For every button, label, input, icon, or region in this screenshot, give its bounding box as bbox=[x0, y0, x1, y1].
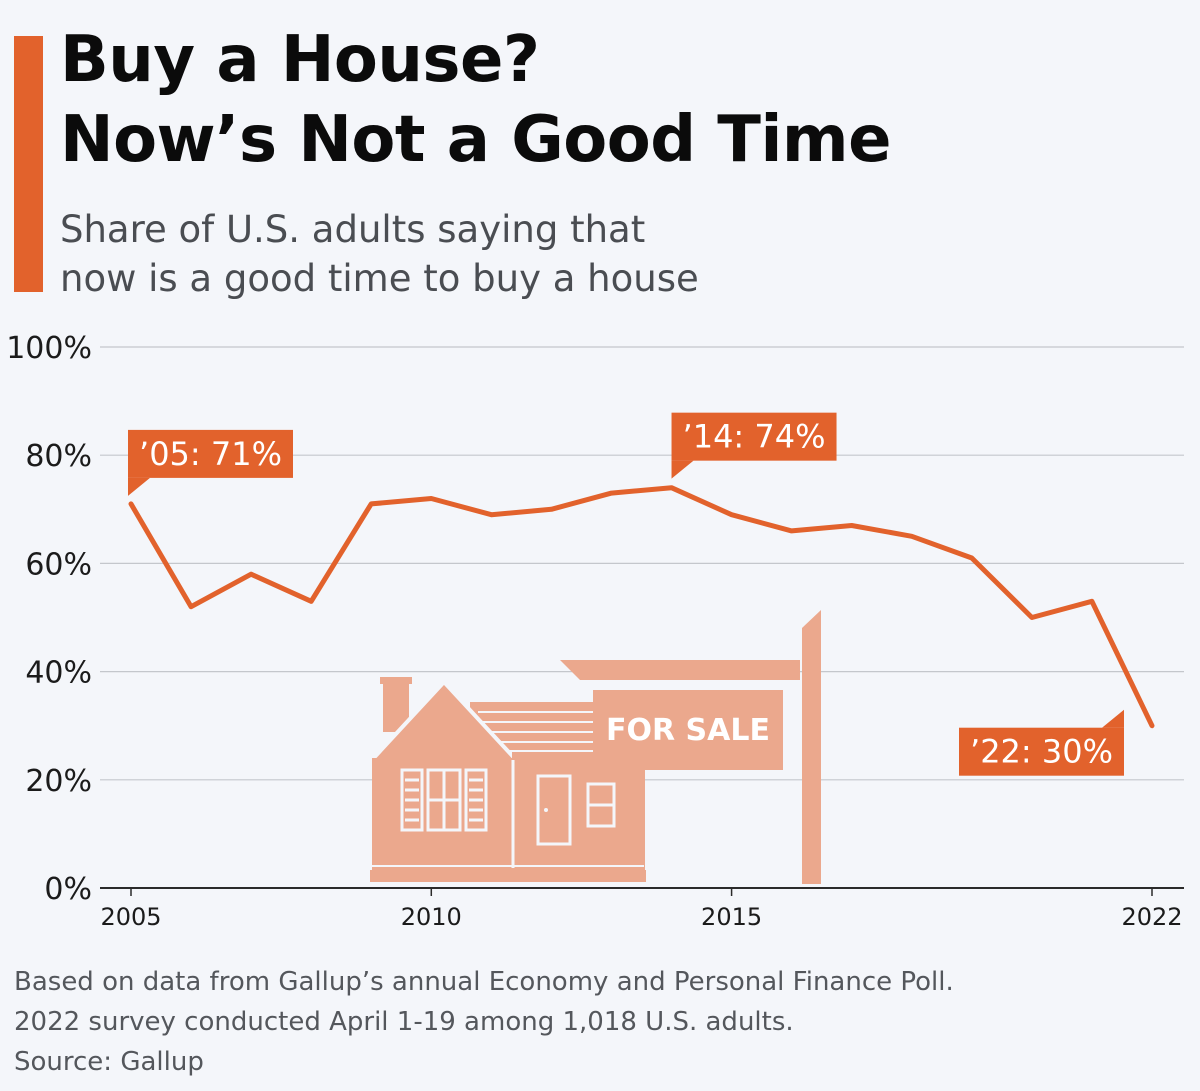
y-tick-label: 60% bbox=[25, 547, 92, 582]
callout-label: ’14: 74% bbox=[683, 418, 826, 456]
x-tick-label: 2010 bbox=[401, 903, 462, 931]
data-point-2010 bbox=[429, 496, 433, 500]
callout-annotations: ’05: 71% ’14: 74% ’22: 30% bbox=[128, 412, 1124, 776]
chart-footnote: Based on data from Gallup’s annual Econo… bbox=[14, 962, 954, 1082]
callout-box bbox=[959, 727, 1124, 776]
callout-label: ’05: 71% bbox=[139, 435, 282, 473]
subtitle-line-2: now is a good time to buy a house bbox=[60, 257, 699, 300]
data-point-2015 bbox=[730, 513, 734, 517]
data-point-2011 bbox=[489, 513, 493, 517]
data-point-2022 bbox=[1150, 724, 1154, 728]
data-point-2017 bbox=[850, 524, 854, 528]
data-point-2020 bbox=[1030, 616, 1034, 619]
y-tick-label: 40% bbox=[25, 656, 92, 691]
callout-tail bbox=[671, 460, 694, 479]
data-point-2021 bbox=[1090, 599, 1094, 603]
data-point-2012 bbox=[549, 507, 553, 511]
y-tick-label: 0% bbox=[44, 872, 92, 907]
title-accent-bar bbox=[14, 36, 43, 292]
data-point-2016 bbox=[790, 529, 794, 533]
data-point-2019 bbox=[970, 556, 974, 560]
data-point-2007 bbox=[249, 572, 253, 576]
x-tick-label: 2005 bbox=[100, 903, 161, 931]
y-tick-label: 100% bbox=[6, 331, 92, 366]
x-tick-label: 2015 bbox=[701, 903, 762, 931]
data-point-2008 bbox=[309, 599, 313, 603]
callout-tail bbox=[1102, 709, 1124, 728]
data-point-2009 bbox=[369, 502, 373, 506]
data-point-2005 bbox=[129, 502, 133, 506]
data-points bbox=[129, 486, 1154, 728]
data-point-2014 bbox=[670, 486, 674, 490]
line-chart: 0% 20% 40% 60% 80% 100% 2005 2010 2015 2022 bbox=[6, 331, 1184, 931]
sign-post-icon bbox=[560, 610, 821, 884]
data-point-2018 bbox=[910, 534, 914, 538]
title-line-1: Buy a House? bbox=[60, 23, 540, 97]
footnote-line-2: 2022 survey conducted April 1-19 among 1… bbox=[14, 1007, 794, 1037]
house-for-sale-illustration: FOR SALE bbox=[365, 610, 821, 884]
footnote-line-1: Based on data from Gallup’s annual Econo… bbox=[14, 967, 954, 997]
chart-title: Buy a House? Now’s Not a Good Time bbox=[60, 20, 891, 180]
x-axis-ticks: 2005 2010 2015 2022 bbox=[100, 888, 1183, 931]
callout-box bbox=[128, 429, 293, 478]
title-line-2: Now’s Not a Good Time bbox=[60, 103, 891, 177]
source-line: Source: Gallup bbox=[14, 1047, 204, 1077]
callout-label: ’22: 30% bbox=[970, 733, 1113, 771]
y-tick-label: 80% bbox=[25, 439, 92, 474]
series-line-good-time-to-buy bbox=[128, 485, 1155, 729]
y-axis-ticks: 0% 20% 40% 60% 80% 100% bbox=[6, 331, 92, 907]
chart-subtitle: Share of U.S. adults saying that now is … bbox=[60, 205, 699, 303]
for-sale-sign-text: FOR SALE bbox=[606, 713, 770, 748]
subtitle-line-1: Share of U.S. adults saying that bbox=[60, 208, 646, 251]
callout-box bbox=[671, 412, 837, 461]
x-tick-label: 2022 bbox=[1121, 903, 1182, 931]
data-point-2013 bbox=[609, 491, 613, 495]
y-tick-label: 20% bbox=[25, 764, 92, 799]
data-point-2006 bbox=[189, 605, 193, 609]
callout-tail bbox=[128, 477, 150, 496]
